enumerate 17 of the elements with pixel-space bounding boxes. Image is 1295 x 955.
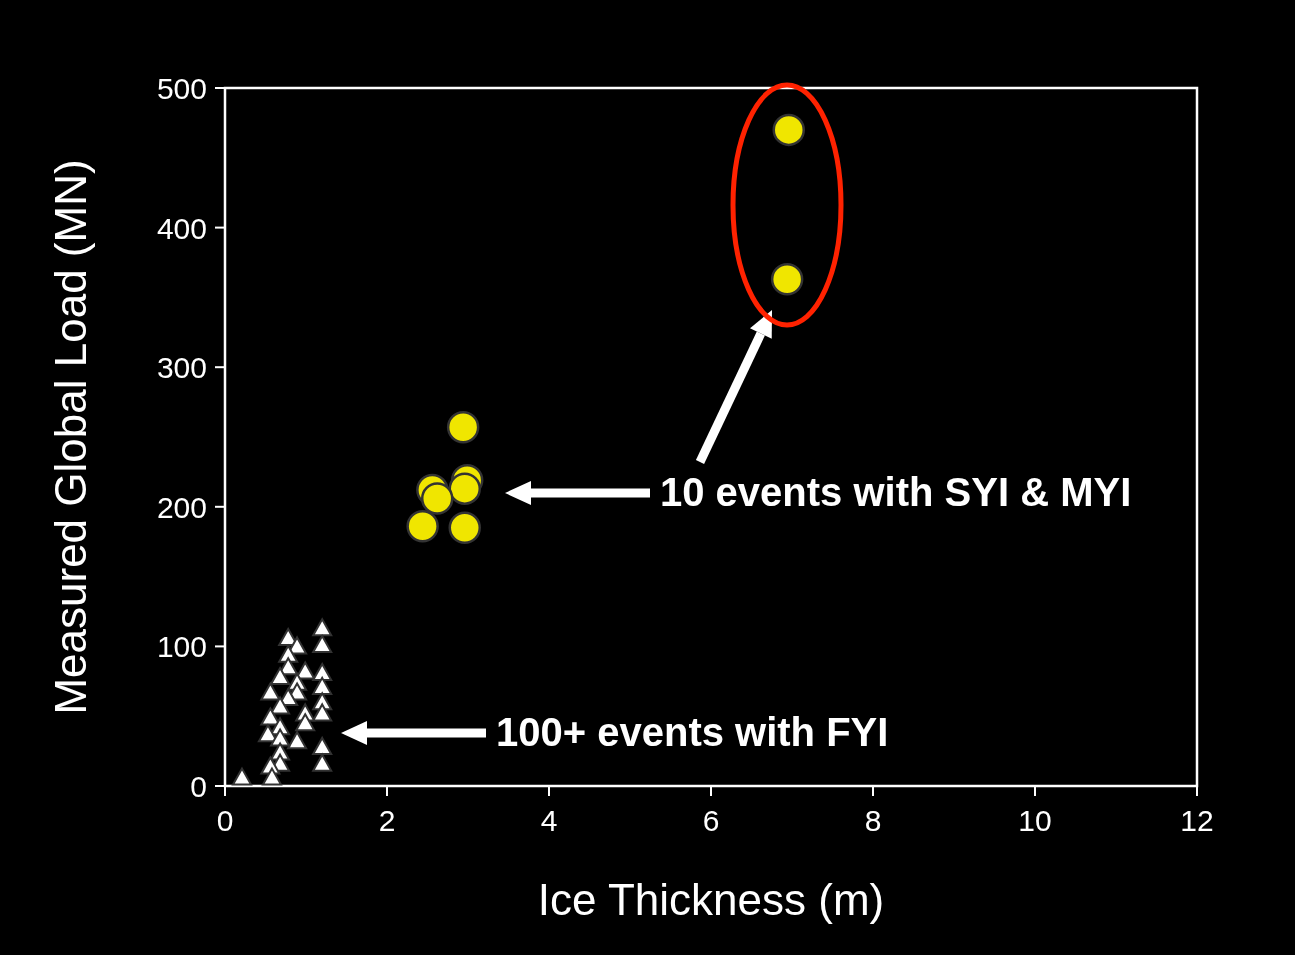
x-tick-label: 4	[540, 804, 558, 837]
annotation: 100+ events with FYI	[496, 710, 889, 754]
y-tick-label: 300	[156, 351, 207, 385]
annotation: 10 events with SYI & MYI	[660, 470, 1132, 514]
y-axis-title: Measured Global Load (MN)	[46, 159, 95, 715]
y-tick-label: 200	[156, 490, 207, 524]
y-tick-label: 500	[156, 72, 207, 105]
x-tick-label: 8	[864, 804, 882, 837]
y-tick-label: 100	[156, 630, 207, 664]
y-tick-label: 400	[156, 211, 207, 245]
x-tick-label: 10	[1018, 804, 1052, 837]
x-tick-label: 6	[702, 804, 720, 837]
x-tick-label: 12	[1180, 804, 1214, 837]
y-tick-label: 0	[190, 770, 207, 803]
x-axis-title: Ice Thickness (m)	[537, 875, 885, 924]
x-tick-label: 2	[378, 804, 396, 837]
x-tick-label: 0	[216, 804, 234, 837]
